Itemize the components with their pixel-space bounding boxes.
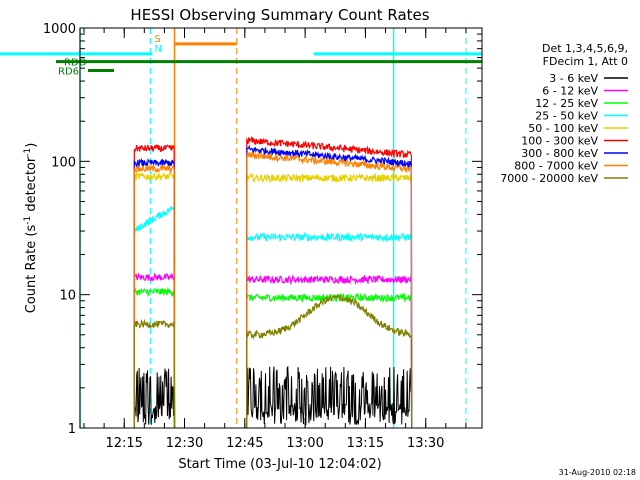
legend: Det 1,3,4,5,6,9, FDecim 1, Att 0 3 - 6 k…: [500, 42, 628, 185]
flag-label-rdo: RDO: [64, 58, 87, 69]
legend-label: 300 - 800 keV: [521, 147, 598, 160]
legend-header-line1: Det 1,3,4,5,6,9,: [542, 42, 628, 55]
series-line-9: [246, 292, 413, 428]
series-line-9: [133, 318, 176, 428]
legend-label: 3 - 6 keV: [549, 72, 598, 85]
series-line-1: [246, 365, 413, 428]
y-tick-label: 1000: [43, 22, 76, 37]
x-tick-label: 12:30: [166, 436, 203, 451]
plot-frame: [79, 27, 483, 429]
series-line-6: [246, 135, 413, 428]
legend-label: 50 - 100 keV: [528, 122, 598, 135]
series-line-8: [246, 151, 413, 428]
y-axis-title-end: ): [24, 143, 39, 148]
y-axis-title-sup2: -1: [23, 148, 33, 157]
legend-label: 12 - 25 keV: [535, 97, 598, 110]
series-line-4: [133, 205, 176, 428]
x-tick-label: 13:15: [347, 436, 384, 451]
flag-label-n: N: [154, 44, 161, 55]
legend-label: 6 - 12 keV: [542, 85, 598, 98]
x-tick-label: 12:15: [105, 436, 142, 451]
x-tick-label: 13:30: [407, 436, 444, 451]
chart-title: HESSI Observing Summary Count Rates: [130, 6, 429, 24]
legend-label: 7000 - 20000 keV: [500, 172, 598, 185]
series-line-7: [133, 157, 176, 428]
x-tick-label: 13:00: [286, 436, 323, 451]
legend-label: 800 - 7000 keV: [514, 160, 598, 173]
series-line-3: [133, 286, 176, 428]
legend-label: 25 - 50 keV: [535, 110, 598, 123]
flag-label-s: S: [154, 34, 160, 45]
legend-label: 100 - 300 keV: [521, 135, 598, 148]
axes: 1 10 100 1000 12:15 12:30 12:45 13:00 13:15 13:30: [43, 22, 483, 451]
y-axis-title: Count Rate (s-1 detector-1): [23, 143, 39, 314]
series-line-4: [246, 231, 413, 428]
timestamp: 31-Aug-2010 02:18: [559, 468, 636, 477]
x-axis-title: Start Time (03-Jul-10 12:04:02): [178, 457, 381, 472]
y-tick-label: 10: [59, 289, 76, 304]
y-axis-title-sup1: -1: [23, 216, 33, 225]
y-axis-title-mid: detector: [24, 156, 39, 216]
series-line-6: [133, 144, 176, 428]
flag-label-rd6: RD6: [58, 67, 79, 78]
y-tick-label: 100: [51, 155, 76, 170]
series-line-5: [246, 172, 413, 428]
series-line-2: [133, 272, 176, 428]
series-line-7: [246, 144, 413, 428]
y-tick-label: 1: [68, 422, 76, 437]
legend-header-line2: FDecim 1, Att 0: [543, 55, 628, 68]
series-line-2: [246, 274, 413, 428]
x-tick-label: 12:45: [226, 436, 263, 451]
y-axis-title-main: Count Rate (s: [24, 225, 39, 314]
series-line-8: [133, 163, 176, 428]
series-line-1: [133, 367, 175, 428]
series-line-5: [133, 171, 176, 428]
